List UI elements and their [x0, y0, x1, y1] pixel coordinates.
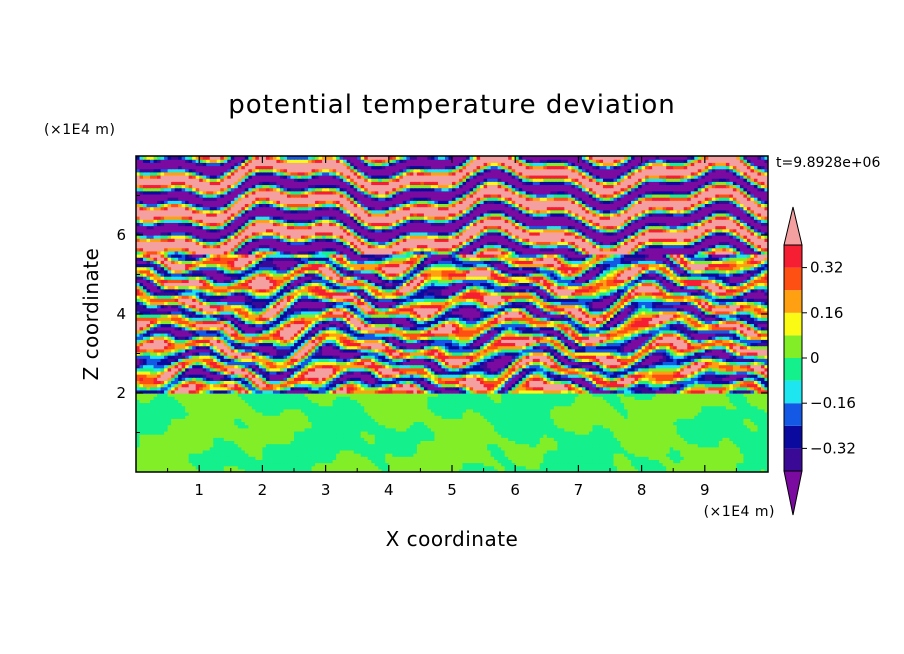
y-axis-units: (×1E4 m) — [44, 122, 115, 138]
plot-area — [136, 156, 769, 473]
time-label: t=9.8928e+06 — [776, 155, 880, 171]
chart-title: potential temperature deviation — [228, 90, 675, 120]
